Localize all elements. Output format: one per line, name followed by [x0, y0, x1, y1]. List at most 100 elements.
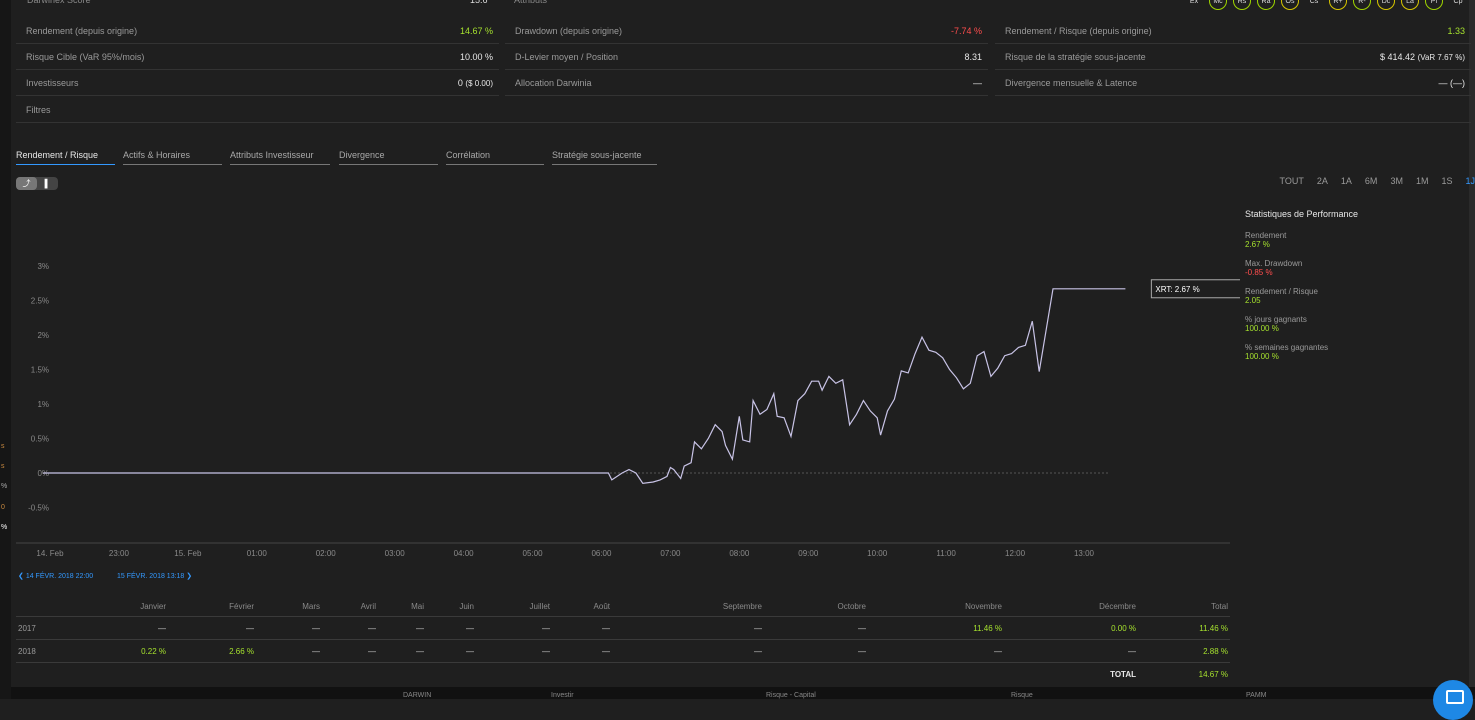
perf-label: Rendement	[1245, 231, 1287, 240]
stat-value: 14.67 %	[459, 25, 493, 36]
perf-value: -0.85 %	[1245, 268, 1273, 277]
stat-label: Rendement / Risque (depuis origine)	[1005, 25, 1152, 36]
attribute-badge[interactable]: La	[1401, 0, 1419, 10]
stat-risque-cible: Risque Cible (VaR 95%/mois) 10.00 %	[16, 44, 499, 70]
footer-item[interactable]: Risque	[1011, 692, 1033, 699]
y-tick-label: 1%	[37, 400, 49, 409]
date-nav-next[interactable]: 15 FÉVR. 2018 13:18 ❯	[117, 573, 193, 580]
performance-panel: Statistiques de Performance Rendement 2.…	[1245, 209, 1445, 371]
period-1m[interactable]: 1M	[1415, 176, 1429, 186]
month-cell: —	[256, 616, 322, 640]
attribute-badge[interactable]: R+	[1329, 0, 1347, 10]
month-header: Février	[229, 601, 254, 611]
month-header: Total	[1211, 601, 1228, 611]
attribute-badge[interactable]: Rs	[1233, 0, 1251, 10]
year-cell: 2018	[16, 639, 56, 663]
stat-allocation: Allocation Darwinia —	[505, 70, 988, 96]
footer-item[interactable]: Risque - Capital	[766, 692, 816, 699]
tab-actifs-horaires[interactable]: Actifs & Horaires	[123, 149, 222, 165]
chat-icon[interactable]	[1433, 680, 1473, 720]
month-header: Juillet	[529, 601, 550, 611]
footer-item[interactable]: PAMM	[1246, 692, 1267, 699]
line-chart-icon[interactable]: ⤴	[16, 177, 37, 190]
x-tick-label: 03:00	[385, 549, 406, 558]
x-tick-label: 02:00	[316, 549, 337, 558]
period-1s[interactable]: 1S	[1441, 176, 1453, 186]
period-6m[interactable]: 6M	[1364, 176, 1378, 186]
month-header: Juin	[459, 601, 474, 611]
x-tick-label: 13:00	[1074, 549, 1095, 558]
y-tick-label: 2.5%	[31, 297, 49, 306]
month-cell: 0.22 %	[56, 639, 168, 663]
attribute-badge[interactable]: R-	[1353, 0, 1371, 10]
month-cell: —	[612, 639, 764, 663]
left-strip-label: s	[1, 463, 5, 470]
stat-investisseurs: Investisseurs 0 ($ 0.00)	[16, 70, 499, 96]
y-tick-label: 2%	[37, 331, 49, 340]
attribute-badge[interactable]: Mc	[1209, 0, 1227, 10]
tab-correlation[interactable]: Corrélation	[446, 149, 544, 165]
stat-value-small: ($ 0.00)	[465, 78, 493, 88]
stat-label: D-Levier moyen / Position	[515, 51, 619, 62]
month-cell: —	[168, 616, 256, 640]
period-tout[interactable]: TOUT	[1279, 176, 1304, 186]
stat-value-small: (VaR 7.67 %)	[1417, 52, 1465, 62]
page-scrollbar[interactable]	[1469, 0, 1475, 699]
stat-label: Rendement (depuis origine)	[26, 25, 138, 36]
month-cell: —	[1004, 639, 1138, 663]
perf-item: Rendement 2.67 %	[1245, 231, 1445, 249]
left-strip-label: %	[1, 524, 8, 531]
return-chart[interactable]: 3% 2.5% 2% 1.5% 1% 0.5% 0% -0.5% 14. Feb 23:00 15.…	[0, 240, 1240, 565]
date-nav-prev-label: 14 FÉVR. 2018 22:00	[25, 573, 94, 580]
footer-item[interactable]: DARWIN	[403, 692, 432, 699]
total-value: 14.67 %	[1138, 662, 1230, 685]
perf-value: 100.00 %	[1245, 324, 1279, 333]
series-line-xrt	[43, 288, 1126, 484]
month-cell: —	[322, 639, 378, 663]
period-selector: TOUT 2A 1A 6M 3M 1M 1S 1J	[1267, 176, 1475, 186]
perf-value: 2.05	[1245, 296, 1261, 305]
bar-chart-icon[interactable]: ▌	[44, 179, 51, 188]
empty-cell	[476, 662, 552, 685]
month-cell: —	[378, 639, 426, 663]
period-3m[interactable]: 3M	[1390, 176, 1403, 186]
tab-attributs-investisseur[interactable]: Attributs Investisseur	[230, 149, 330, 165]
attribute-badge[interactable]: Ex	[1189, 0, 1199, 5]
stat-value: — (—)	[1438, 77, 1466, 88]
perf-value: 2.67 %	[1245, 240, 1270, 249]
perf-label: % semaines gagnantes	[1245, 343, 1329, 352]
attribute-badge[interactable]: Ra	[1257, 0, 1275, 10]
left-strip-label: 0	[1, 504, 5, 511]
perf-item: % jours gagnants 100.00 %	[1245, 315, 1445, 333]
period-1a[interactable]: 1A	[1340, 176, 1352, 186]
darwinex-score-label: Darwinex Score	[27, 0, 91, 5]
stat-label: Divergence mensuelle & Latence	[1005, 77, 1138, 88]
period-1j[interactable]: 1J	[1465, 176, 1475, 186]
chart-mode-toggle[interactable]: ⤴ ▌	[16, 177, 58, 190]
attribute-badge[interactable]: Pf	[1425, 0, 1443, 10]
stat-d-levier: D-Levier moyen / Position 8.31	[505, 44, 988, 70]
stat-rendement-risque: Rendement / Risque (depuis origine) 1.33	[995, 18, 1471, 44]
table-row: 2017— — — — — — — — — —11.46 % 0.00 % 11.46 %	[16, 616, 1230, 640]
footer-item[interactable]: Investir	[551, 692, 574, 699]
month-cell: —	[868, 639, 1004, 663]
tab-strategie[interactable]: Stratégie sous-jacente	[552, 149, 657, 165]
x-tick-label: 06:00	[591, 549, 612, 558]
attribute-badge[interactable]: Os	[1281, 0, 1299, 10]
attribute-badge[interactable]: Cp	[1453, 0, 1463, 5]
month-cell: —	[612, 616, 764, 640]
tab-rendement-risque[interactable]: Rendement / Risque	[16, 149, 115, 165]
stat-filtres[interactable]: Filtres	[16, 97, 1471, 123]
tab-divergence[interactable]: Divergence	[339, 149, 438, 165]
attribute-badge[interactable]: Dc	[1377, 0, 1395, 10]
month-cell: 2.66 %	[168, 639, 256, 663]
month-cell: —	[426, 616, 476, 640]
month-cell: 11.46 %	[1138, 616, 1230, 640]
attribute-badge[interactable]: Cs	[1309, 0, 1319, 5]
period-2a[interactable]: 2A	[1316, 176, 1328, 186]
x-tick-label: 15. Feb	[174, 549, 202, 558]
perf-item: Rendement / Risque 2.05	[1245, 287, 1445, 305]
stat-rendement: Rendement (depuis origine) 14.67 %	[16, 18, 499, 44]
date-nav-prev[interactable]: ❮ 14 FÉVR. 2018 22:00	[18, 573, 94, 580]
month-cell: —	[426, 639, 476, 663]
